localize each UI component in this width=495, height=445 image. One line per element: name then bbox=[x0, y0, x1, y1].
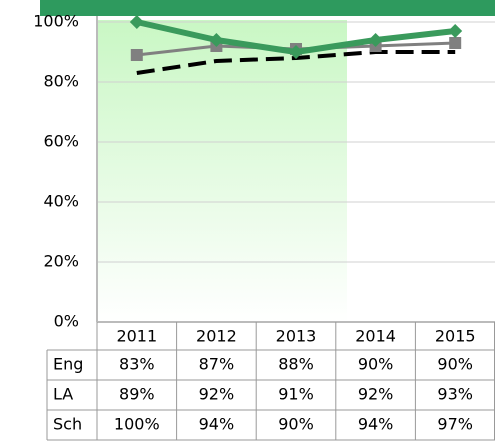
y-tick-label: 100% bbox=[33, 12, 79, 31]
x-tick-label: 2011 bbox=[116, 327, 157, 346]
x-tick-label: 2015 bbox=[435, 327, 476, 346]
value-label: 83% bbox=[119, 355, 155, 374]
y-tick-label: 20% bbox=[43, 252, 79, 271]
value-label: 89% bbox=[119, 385, 155, 404]
value-label: 97% bbox=[437, 415, 473, 434]
y-tick-label: 80% bbox=[43, 72, 79, 91]
legend-label: LA bbox=[53, 385, 73, 404]
value-label: 91% bbox=[278, 385, 314, 404]
x-tick-label: 2013 bbox=[276, 327, 317, 346]
value-label: 94% bbox=[199, 415, 235, 434]
marker bbox=[449, 37, 462, 49]
value-label: 88% bbox=[278, 355, 314, 374]
y-tick-label: 60% bbox=[43, 132, 79, 151]
value-label: 94% bbox=[358, 415, 394, 434]
legend-label: Eng bbox=[53, 355, 83, 374]
x-tick-label: 2012 bbox=[196, 327, 237, 346]
title-bar bbox=[40, 0, 495, 16]
highlight-region bbox=[97, 20, 347, 322]
marker bbox=[289, 45, 303, 59]
y-tick-label: 0% bbox=[54, 312, 79, 331]
legend-label: Sch bbox=[53, 415, 82, 434]
y-tick-label: 40% bbox=[43, 192, 79, 211]
value-label: 93% bbox=[437, 385, 473, 404]
value-label: 92% bbox=[199, 385, 235, 404]
value-label: 90% bbox=[437, 355, 473, 374]
marker bbox=[209, 33, 224, 47]
value-label: 92% bbox=[358, 385, 394, 404]
x-tick-label: 2014 bbox=[355, 327, 396, 346]
value-label: 90% bbox=[358, 355, 394, 374]
value-label: 90% bbox=[278, 415, 314, 434]
value-label: 87% bbox=[199, 355, 235, 374]
marker bbox=[129, 15, 144, 29]
value-label: 100% bbox=[114, 415, 160, 434]
marker bbox=[368, 33, 383, 47]
marker bbox=[130, 49, 143, 61]
marker bbox=[448, 24, 463, 38]
